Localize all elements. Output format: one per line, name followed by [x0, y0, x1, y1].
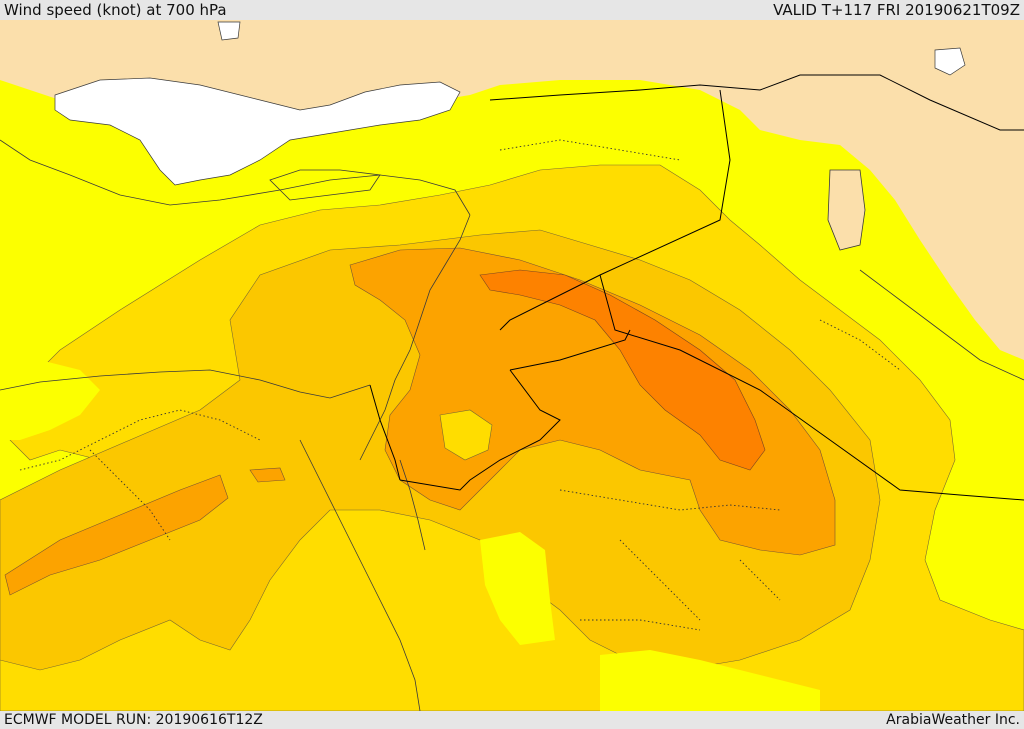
calm-pocket-sinai	[439, 409, 493, 461]
header-bar: Wind speed (knot) at 700 hPa VALID T+117…	[0, 0, 1024, 20]
footer-bar: ECMWF MODEL RUN: 20190616T12Z ArabiaWeat…	[0, 711, 1024, 729]
lake-van	[934, 47, 966, 76]
lake-north	[217, 21, 241, 41]
credit: ArabiaWeather Inc.	[886, 712, 1020, 728]
coastline-cyprus	[269, 169, 381, 201]
calm-pocket-se	[600, 650, 820, 711]
border-syria-iraq	[499, 89, 731, 331]
coastline-levant	[359, 214, 471, 461]
wind-band-5	[479, 269, 766, 471]
wind-band-4-small	[249, 467, 286, 483]
calm-land-east	[828, 170, 865, 250]
coastline-gulf	[859, 269, 1024, 381]
border-jordan	[399, 329, 631, 491]
border-turkey-syria	[489, 74, 1024, 131]
coastline-caspian	[827, 169, 866, 251]
wind-band-4	[349, 247, 836, 556]
coastline-turkey-south	[0, 139, 471, 216]
model-run: ECMWF MODEL RUN: 20190616T12Z	[4, 712, 263, 728]
map-title: Wind speed (knot) at 700 hPa	[4, 1, 227, 19]
coastline-redsea	[299, 439, 421, 711]
border-egypt-israel	[369, 384, 401, 481]
calm-pocket-south	[480, 532, 555, 645]
calm-pocket-coast	[0, 360, 100, 440]
wind-band-4-sw	[4, 474, 229, 596]
coastline-gulf-aqaba	[399, 459, 426, 551]
valid-time: VALID T+117 FRI 20190621T09Z	[773, 1, 1020, 19]
black-sea	[54, 77, 461, 186]
wind-speed-map[interactable]	[0, 20, 1024, 711]
border-iraq-saudi	[599, 274, 1024, 501]
coastline-egypt	[0, 369, 371, 399]
dotted-borders	[19, 139, 901, 631]
